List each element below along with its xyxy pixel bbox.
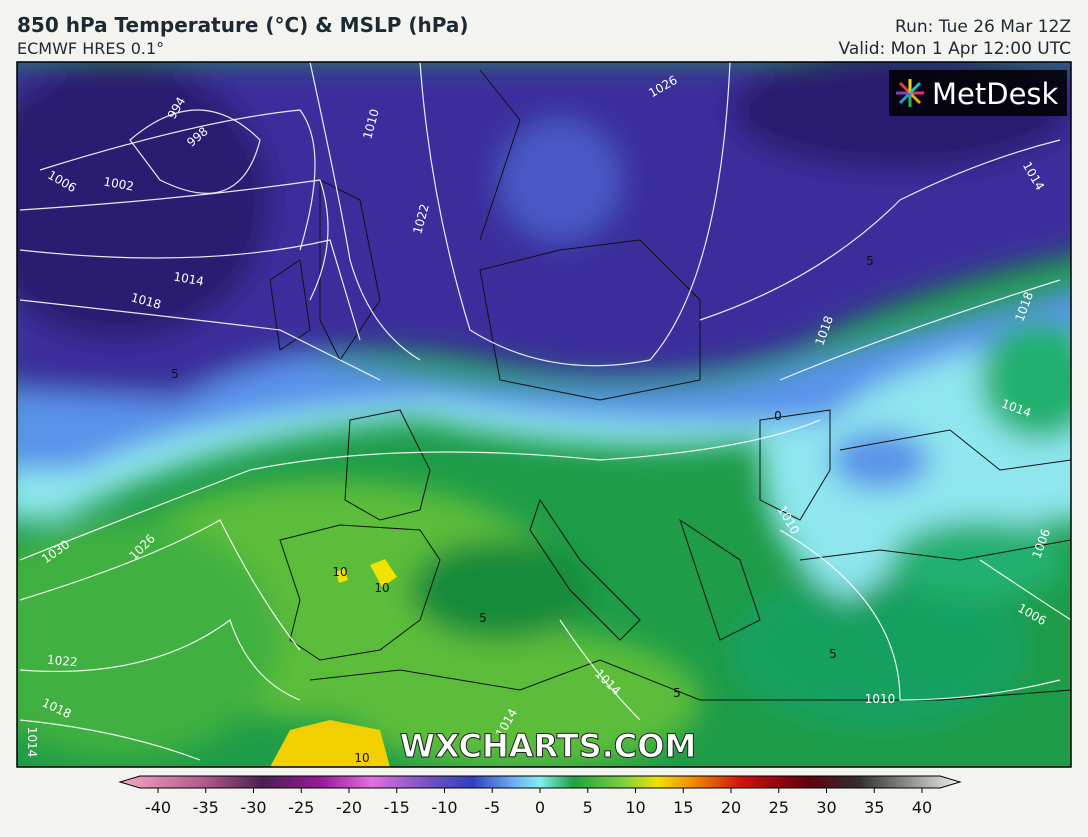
- run-time: Run: Tue 26 Mar 12Z: [895, 17, 1071, 37]
- colorbar: [118, 775, 962, 789]
- colorbar-tick-label: -40: [145, 798, 171, 817]
- isotherm-label: 10: [374, 581, 389, 595]
- colorbar-tick-label: 5: [583, 798, 593, 817]
- isotherm-label: 10: [332, 565, 347, 579]
- colorbar-tick-label: 20: [721, 798, 741, 817]
- isotherm-label: 5: [479, 611, 487, 625]
- isotherm-label: 5: [866, 254, 874, 268]
- colorbar-tick-label: -20: [336, 798, 362, 817]
- isotherm-label: 10: [354, 751, 369, 765]
- colorbar-tick-label: 10: [625, 798, 645, 817]
- colorbar-tick-label: -35: [193, 798, 219, 817]
- isobar-label: 1002: [102, 175, 135, 194]
- colorbar-tick-label: 30: [816, 798, 836, 817]
- colorbar-tick-label: -30: [240, 798, 266, 817]
- isotherm-label: 5: [171, 367, 179, 381]
- isotherm-label: 5: [829, 647, 837, 661]
- colorbar-tick-label: -10: [431, 798, 457, 817]
- isobars: [19, 62, 1071, 761]
- map-frame: [16, 61, 1072, 768]
- colorbar-tick-label: 0: [535, 798, 545, 817]
- isotherm-label: 5: [673, 686, 681, 700]
- isotherm-label: 0: [774, 409, 782, 423]
- isobar-label: 1010: [865, 692, 896, 706]
- colorbar-tick-label: 35: [864, 798, 884, 817]
- valid-time: Valid: Mon 1 Apr 12:00 UTC: [839, 39, 1071, 59]
- isobar-label: 1014: [25, 727, 39, 758]
- colorbar-tick-label: 40: [912, 798, 932, 817]
- logo-text: MetDesk: [932, 77, 1059, 111]
- colorbar-tick-label: 15: [673, 798, 693, 817]
- subtitle: ECMWF HRES 0.1°: [17, 39, 164, 58]
- isobar-label: 1022: [47, 653, 79, 670]
- colorbar-ticks: -40 -35 -30 -25 -20 -15 -10 -5 0 5 10 15 20 25 30 35 40: [145, 788, 932, 817]
- watermark: WXCHARTS.COM: [400, 727, 697, 765]
- isobar-label: 1014: [172, 270, 205, 289]
- colorbar-tick-label: -5: [484, 798, 500, 817]
- colorbar-tick-label: -25: [288, 798, 314, 817]
- logo-icon: [896, 79, 924, 107]
- title: 850 hPa Temperature (°C) & MSLP (hPa): [17, 13, 468, 37]
- colorbar-tick-label: -15: [384, 798, 410, 817]
- colorbar-tick-label: 25: [769, 798, 789, 817]
